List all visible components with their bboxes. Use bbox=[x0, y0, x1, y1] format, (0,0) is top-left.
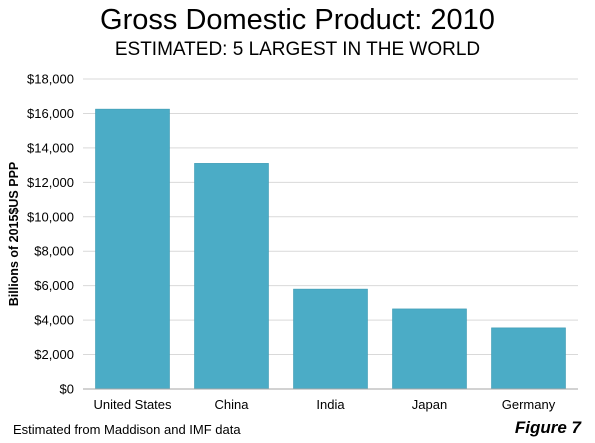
bar-united-states bbox=[95, 108, 170, 390]
y-tick-label: $12,000 bbox=[27, 175, 74, 190]
bar-china bbox=[194, 163, 269, 390]
bar-germany bbox=[491, 327, 566, 390]
x-category-label: Japan bbox=[412, 397, 447, 412]
figure-label: Figure 7 bbox=[514, 418, 581, 437]
y-tick-label: $6,000 bbox=[34, 278, 74, 293]
y-tick-label: $16,000 bbox=[27, 106, 74, 121]
bar-japan bbox=[392, 308, 467, 390]
x-category-label: China bbox=[215, 397, 250, 412]
x-axis-categories: United States China India Japan Germany bbox=[93, 397, 555, 412]
chart-subtitle: ESTIMATED: 5 LARGEST IN THE WORLD bbox=[114, 39, 481, 60]
y-tick-label: $2,000 bbox=[34, 347, 74, 362]
y-tick-label: $10,000 bbox=[27, 209, 74, 224]
bar-india bbox=[293, 288, 368, 390]
y-tick-label: $4,000 bbox=[34, 313, 74, 328]
y-tick-label: $8,000 bbox=[34, 244, 74, 259]
x-category-label: United States bbox=[93, 397, 172, 412]
x-category-label: Germany bbox=[502, 397, 556, 412]
y-tick-label: $0 bbox=[60, 382, 74, 397]
y-axis-ticks: $0 $2,000 $4,000 $6,000 $8,000 $10,000 $12,000… bbox=[27, 72, 74, 397]
chart-title: Gross Domestic Product: 2010 bbox=[100, 4, 495, 36]
y-tick-label: $14,000 bbox=[27, 140, 74, 155]
source-note: Estimated from Maddison and IMF data bbox=[13, 422, 241, 437]
y-tick-label: $18,000 bbox=[27, 72, 74, 87]
bars bbox=[95, 108, 566, 390]
y-axis-title: Billions of 2015$US PPP bbox=[7, 162, 21, 307]
x-category-label: India bbox=[316, 397, 345, 412]
